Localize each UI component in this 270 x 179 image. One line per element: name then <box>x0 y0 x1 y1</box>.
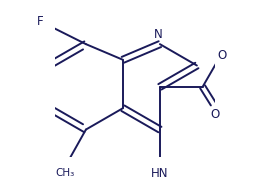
Text: N: N <box>154 28 163 41</box>
Text: O: O <box>217 49 227 62</box>
Text: F: F <box>37 15 43 28</box>
Text: HN: HN <box>151 167 169 179</box>
Text: O: O <box>210 108 219 121</box>
Text: CH₃: CH₃ <box>55 168 74 178</box>
